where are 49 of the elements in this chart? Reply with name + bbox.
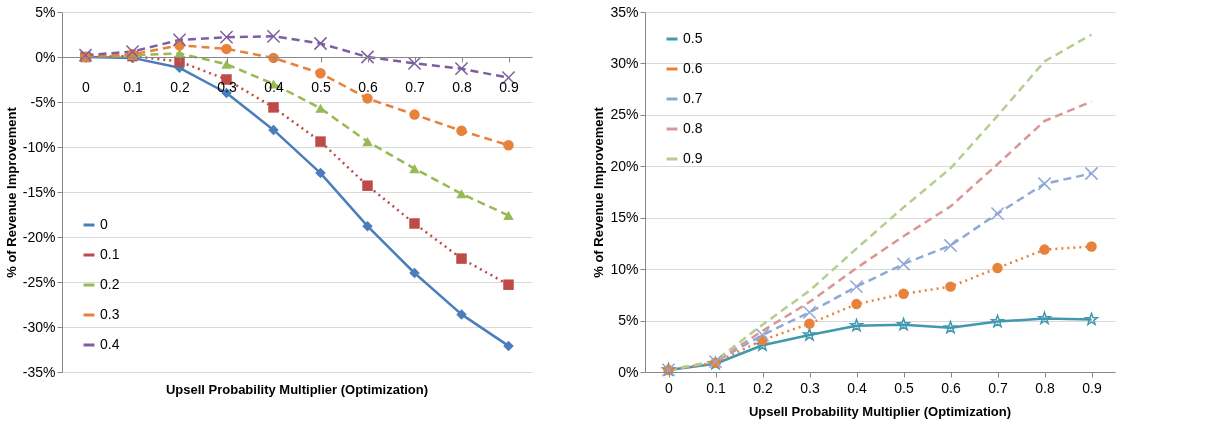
x-tick-label: 0: [665, 379, 674, 396]
x-tick-label: 0.7: [405, 78, 425, 95]
y-axis-title: % of Revenue Improvement: [591, 106, 607, 278]
y-tick-label: 30%: [610, 54, 639, 71]
x-tick-label: 0.2: [170, 78, 190, 95]
y-tick-label: 15%: [610, 209, 639, 226]
x-tick-label: 0.1: [706, 379, 726, 396]
y-tick-label: -25%: [22, 273, 56, 290]
y-tick-label: 0%: [618, 363, 639, 380]
x-tick-label: 0.8: [452, 78, 472, 95]
y-tick-label: 10%: [610, 260, 639, 277]
y-tick-label: -35%: [22, 363, 56, 380]
y-tick-label: 5%: [618, 312, 639, 329]
y-tick-label: -30%: [22, 318, 56, 335]
x-tick-label: 0.3: [800, 379, 820, 396]
legend-label: 0.9: [683, 150, 703, 166]
legend-label: 0.1: [100, 246, 120, 262]
legend-label: 0.7: [683, 90, 703, 106]
x-tick-label: 0.8: [1035, 379, 1055, 396]
legend-label: 0.3: [100, 306, 120, 322]
x-tick-label: 0.7: [988, 379, 1008, 396]
x-tick-label: 0.6: [358, 78, 378, 95]
x-tick-label: 0.4: [847, 379, 867, 396]
x-tick-label: 0.1: [123, 78, 143, 95]
x-axis-title: Upsell Probability Multiplier (Optimization): [748, 404, 1012, 419]
y-axis-title: % of Revenue Improvement: [3, 106, 19, 278]
y-tick-label: -15%: [22, 183, 56, 200]
legend-label: 0.5: [683, 30, 703, 46]
y-tick-label: 25%: [610, 106, 639, 123]
y-tick-label: -10%: [22, 138, 56, 155]
y-tick-label: -20%: [22, 228, 56, 245]
x-tick-label: 0.2: [753, 379, 773, 396]
y-tick-label: 0%: [35, 48, 56, 65]
y-tick-label: 35%: [610, 3, 639, 20]
y-tick-label: 20%: [610, 157, 639, 174]
legend-label: 0.2: [100, 276, 120, 292]
legend-label: 0.8: [683, 120, 703, 136]
x-axis-title: Upsell Probability Multiplier (Optimization): [165, 382, 429, 397]
x-tick-label: 0.9: [499, 78, 519, 95]
legend-label: 0.6: [683, 60, 703, 76]
x-tick-label: 0.9: [1082, 379, 1102, 396]
x-tick-label: 0: [82, 78, 91, 95]
x-tick-label: 0.6: [941, 379, 961, 396]
y-tick-label: 5%: [35, 3, 56, 20]
x-tick-label: 0.5: [894, 379, 914, 396]
x-tick-label: 0.5: [311, 78, 331, 95]
legend-label: 0.4: [100, 336, 120, 352]
y-tick-label: -5%: [30, 93, 56, 110]
legend-label: 0: [100, 216, 108, 232]
